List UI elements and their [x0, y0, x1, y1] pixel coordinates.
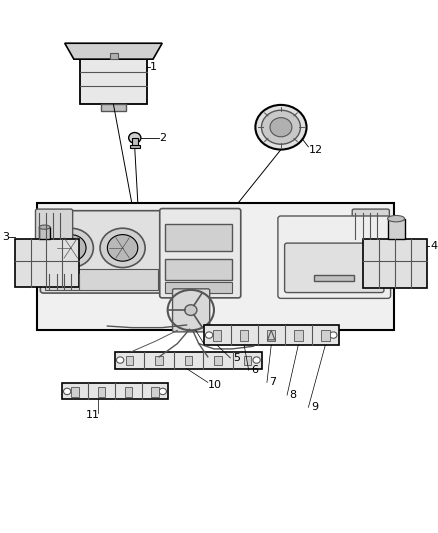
Circle shape	[270, 118, 292, 137]
Bar	[126, 356, 133, 366]
Circle shape	[205, 332, 213, 338]
Bar	[388, 219, 405, 239]
FancyBboxPatch shape	[278, 216, 391, 298]
Text: 8: 8	[290, 390, 297, 400]
Bar	[130, 146, 140, 149]
Circle shape	[64, 388, 71, 394]
Bar	[132, 138, 138, 147]
Bar	[165, 282, 232, 293]
Text: 12: 12	[308, 144, 322, 155]
Circle shape	[48, 228, 93, 268]
Text: 11: 11	[86, 410, 100, 421]
Bar	[115, 352, 262, 368]
Polygon shape	[37, 203, 394, 330]
Text: 7: 7	[269, 377, 276, 387]
Circle shape	[56, 235, 86, 261]
Text: 4: 4	[430, 241, 437, 251]
Bar	[244, 356, 251, 366]
Bar	[155, 356, 162, 366]
Bar	[39, 227, 50, 239]
Circle shape	[330, 332, 337, 338]
Circle shape	[261, 110, 300, 144]
Text: 1: 1	[150, 62, 157, 72]
Bar	[314, 275, 354, 281]
Bar	[15, 239, 79, 287]
Circle shape	[117, 357, 124, 364]
Bar	[240, 330, 248, 341]
Bar	[165, 259, 232, 280]
Ellipse shape	[39, 225, 50, 229]
Bar	[71, 387, 79, 397]
Text: 5: 5	[233, 353, 240, 363]
Bar	[214, 356, 222, 366]
FancyBboxPatch shape	[173, 289, 210, 332]
FancyBboxPatch shape	[40, 211, 162, 293]
Bar	[294, 330, 303, 341]
Circle shape	[255, 105, 307, 150]
Circle shape	[100, 228, 145, 268]
Bar	[204, 325, 339, 345]
FancyBboxPatch shape	[160, 208, 241, 298]
Bar	[165, 224, 232, 251]
Bar	[101, 104, 126, 111]
Circle shape	[253, 357, 260, 364]
Ellipse shape	[388, 215, 405, 222]
Bar	[45, 269, 158, 290]
Text: 2: 2	[159, 133, 166, 143]
Bar	[80, 49, 147, 104]
Text: 10: 10	[208, 379, 222, 390]
FancyBboxPatch shape	[285, 243, 384, 293]
FancyBboxPatch shape	[352, 209, 389, 241]
Text: 3: 3	[2, 232, 9, 243]
Bar	[151, 387, 159, 397]
Text: 6: 6	[251, 365, 258, 375]
Bar	[363, 239, 427, 288]
Bar	[98, 387, 105, 397]
Bar	[321, 330, 329, 341]
Polygon shape	[65, 43, 162, 59]
Bar	[267, 330, 276, 341]
Text: 9: 9	[311, 402, 318, 413]
FancyBboxPatch shape	[35, 209, 73, 241]
Circle shape	[129, 133, 141, 143]
Bar	[185, 356, 192, 366]
Circle shape	[185, 305, 197, 316]
Bar	[125, 387, 132, 397]
Circle shape	[159, 388, 166, 394]
Bar	[62, 383, 168, 399]
Bar	[213, 330, 221, 341]
Circle shape	[107, 235, 138, 261]
Bar	[110, 53, 118, 59]
